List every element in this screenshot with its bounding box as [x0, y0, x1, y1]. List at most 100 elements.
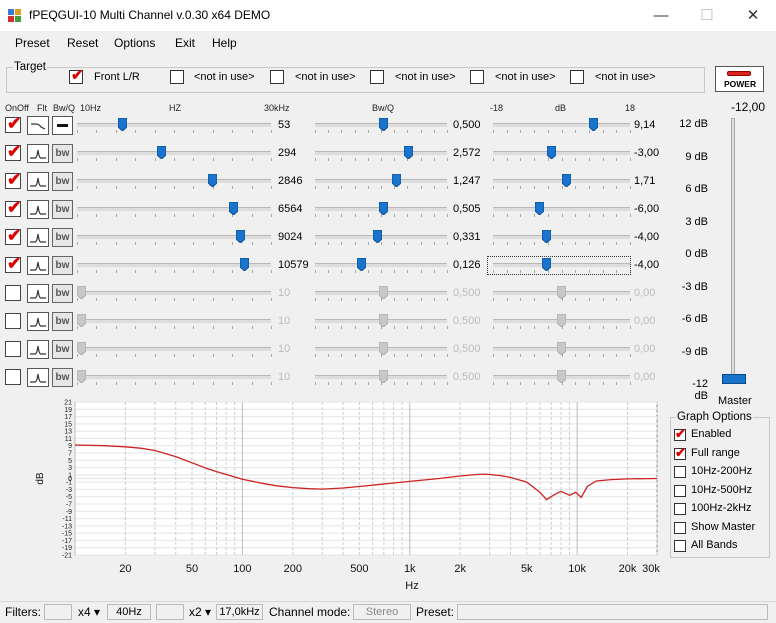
low-shelf-filter-icon[interactable] — [27, 116, 49, 135]
filter-freq-slider-track[interactable] — [77, 235, 271, 239]
filter-gain-slider-thumb[interactable] — [561, 173, 572, 188]
filter-freq-slider-thumb[interactable] — [239, 257, 250, 272]
maximize-icon[interactable]: ☐ — [700, 7, 714, 24]
filter-freq-slider-thumb[interactable] — [76, 313, 87, 328]
filter-freq-slider-thumb[interactable] — [228, 201, 239, 216]
peak-filter-icon[interactable] — [27, 228, 49, 247]
filter-q-slider-thumb[interactable] — [378, 201, 389, 216]
close-icon[interactable]: ✕ — [746, 7, 760, 24]
filter-bandwidth-toggle[interactable]: bw — [52, 368, 73, 387]
graph-option-checkbox[interactable] — [674, 521, 686, 534]
filter-q-slider-thumb[interactable] — [372, 229, 383, 244]
filter-q-slider-thumb[interactable] — [378, 117, 389, 132]
minimize-icon[interactable]: — — [653, 7, 669, 24]
target-checkbox[interactable] — [170, 70, 184, 84]
filter-gain-slider-track[interactable] — [493, 179, 630, 183]
graph-option-checkbox[interactable] — [674, 503, 686, 515]
filter-bandwidth-toggle[interactable]: bw — [52, 284, 73, 303]
filter-gain-slider-track[interactable] — [493, 151, 630, 155]
filter-q-slider-thumb[interactable] — [403, 145, 414, 160]
filter-freq-slider-track[interactable] — [77, 319, 271, 323]
filter-freq-slider-thumb[interactable] — [76, 369, 87, 384]
menu-exit[interactable]: Exit — [175, 36, 196, 50]
peak-filter-icon[interactable] — [27, 368, 49, 387]
filter-q-slider-track[interactable] — [315, 179, 447, 183]
filter-freq-slider-track[interactable] — [77, 123, 271, 127]
status-mult-2[interactable]: x2 ▾ — [189, 605, 212, 619]
filter-bandwidth-toggle[interactable]: bw — [52, 312, 73, 331]
master-slider-thumb[interactable] — [722, 374, 746, 384]
filter-q-slider-thumb[interactable] — [378, 313, 389, 328]
filter-gain-slider-track[interactable] — [493, 235, 630, 239]
target-checkbox[interactable]: ✔ — [69, 68, 84, 84]
filter-onoff-checkbox[interactable]: ✔ — [5, 143, 21, 161]
filter-q-slider-thumb[interactable] — [378, 369, 389, 384]
filter-onoff-checkbox[interactable]: ✔ — [5, 227, 21, 245]
filter-bandwidth-toggle[interactable]: bw — [52, 340, 73, 359]
filter-onoff-checkbox[interactable] — [5, 313, 21, 329]
filter-gain-slider-track[interactable] — [493, 263, 630, 267]
peak-filter-icon[interactable] — [27, 312, 49, 331]
target-checkbox[interactable] — [370, 70, 384, 84]
peak-filter-icon[interactable] — [27, 144, 49, 163]
filter-gain-slider-thumb[interactable] — [541, 229, 552, 244]
filter-bandwidth-toggle[interactable] — [52, 116, 73, 135]
peak-filter-icon[interactable] — [27, 172, 49, 191]
master-slider-track[interactable] — [731, 118, 735, 384]
filter-gain-slider-track[interactable] — [493, 123, 630, 127]
filter-onoff-checkbox[interactable]: ✔ — [5, 171, 21, 189]
filter-gain-slider-thumb[interactable] — [556, 341, 567, 356]
filter-gain-slider-thumb[interactable] — [588, 117, 599, 132]
filter-bandwidth-toggle[interactable]: bw — [52, 256, 73, 275]
filter-freq-slider-track[interactable] — [77, 375, 271, 379]
filter-onoff-checkbox[interactable]: ✔ — [5, 115, 21, 133]
filter-freq-slider-track[interactable] — [77, 207, 271, 211]
filter-bandwidth-toggle[interactable]: bw — [52, 200, 73, 219]
graph-option-checkbox[interactable]: ✔ — [674, 427, 686, 441]
filter-gain-slider-thumb[interactable] — [556, 313, 567, 328]
menu-help[interactable]: Help — [212, 36, 237, 50]
target-checkbox[interactable] — [470, 70, 484, 84]
menu-options[interactable]: Options — [114, 36, 156, 50]
filter-gain-slider-thumb[interactable] — [556, 285, 567, 300]
filter-gain-slider-thumb[interactable] — [546, 145, 557, 160]
filter-freq-slider-track[interactable] — [77, 291, 271, 295]
filter-freq-slider-thumb[interactable] — [117, 117, 128, 132]
menu-preset[interactable]: Preset — [15, 36, 50, 50]
peak-filter-icon[interactable] — [27, 284, 49, 303]
peak-filter-icon[interactable] — [27, 256, 49, 275]
filter-onoff-checkbox[interactable] — [5, 369, 21, 385]
status-mult-1[interactable]: x4 ▾ — [78, 605, 101, 619]
menu-reset[interactable]: Reset — [67, 36, 99, 50]
filter-onoff-checkbox[interactable]: ✔ — [5, 199, 21, 217]
filter-bandwidth-toggle[interactable]: bw — [52, 228, 73, 247]
filter-q-slider-track[interactable] — [315, 263, 447, 267]
filter-bandwidth-toggle[interactable]: bw — [52, 172, 73, 191]
target-checkbox[interactable] — [270, 70, 284, 84]
graph-option-checkbox[interactable] — [674, 540, 686, 552]
filter-freq-slider-track[interactable] — [77, 179, 271, 183]
filter-gain-slider-thumb[interactable] — [534, 201, 545, 216]
filter-freq-slider-track[interactable] — [77, 151, 271, 155]
filter-q-slider-thumb[interactable] — [391, 173, 402, 188]
filter-onoff-checkbox[interactable] — [5, 285, 21, 301]
graph-option-checkbox[interactable] — [674, 484, 686, 497]
filter-freq-slider-thumb[interactable] — [76, 341, 87, 356]
filter-freq-slider-thumb[interactable] — [156, 145, 167, 160]
graph-option-checkbox[interactable]: ✔ — [674, 445, 686, 460]
power-button[interactable]: POWER — [715, 66, 764, 92]
filter-q-slider-thumb[interactable] — [356, 257, 367, 272]
filter-q-slider-thumb[interactable] — [378, 285, 389, 300]
filter-gain-slider-thumb[interactable] — [556, 369, 567, 384]
peak-filter-icon[interactable] — [27, 340, 49, 359]
filter-freq-slider-thumb[interactable] — [76, 285, 87, 300]
filter-bandwidth-toggle[interactable]: bw — [52, 144, 73, 163]
filter-q-slider-thumb[interactable] — [378, 341, 389, 356]
filter-onoff-checkbox[interactable]: ✔ — [5, 255, 21, 273]
filter-freq-slider-track[interactable] — [77, 347, 271, 351]
filter-freq-slider-thumb[interactable] — [207, 173, 218, 188]
target-checkbox[interactable] — [570, 70, 584, 84]
filter-freq-slider-thumb[interactable] — [235, 229, 246, 244]
filter-freq-slider-track[interactable] — [77, 263, 271, 267]
filter-gain-slider-track[interactable] — [493, 207, 630, 211]
